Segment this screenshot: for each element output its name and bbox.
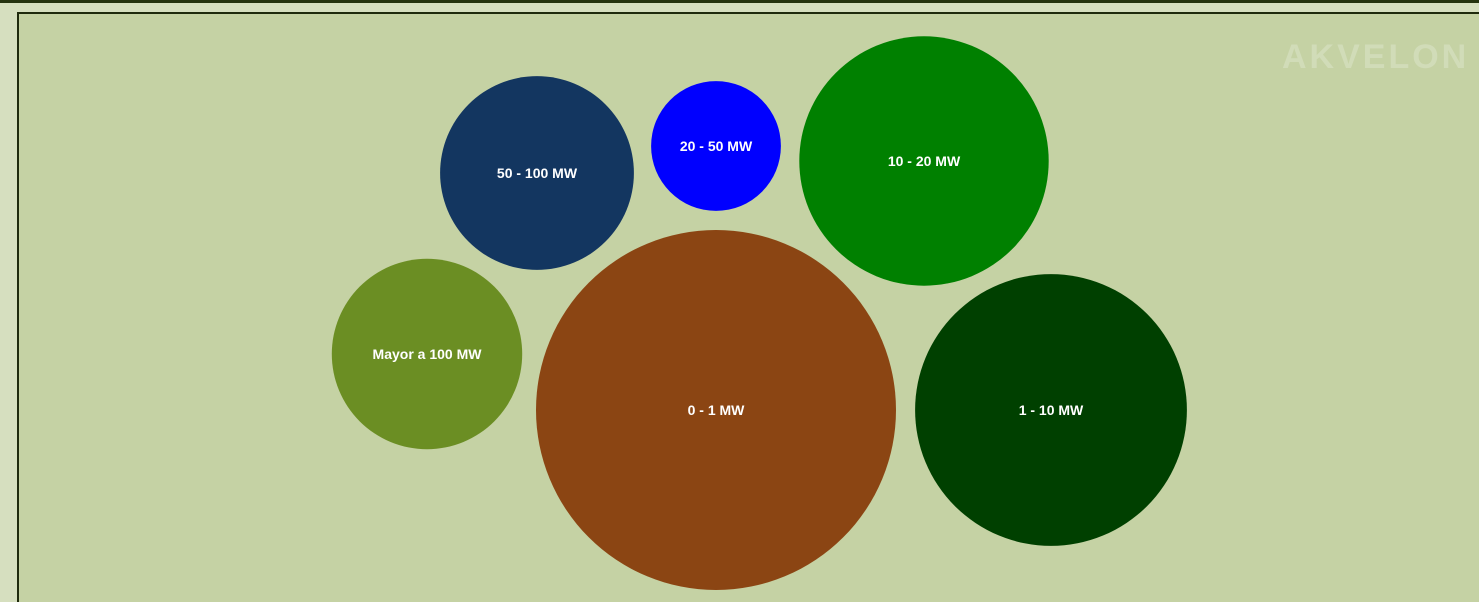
bubble-label: 1 - 10 MW: [1019, 402, 1084, 418]
bubble-circle[interactable]: [799, 36, 1049, 286]
bubble-1-10-mw[interactable]: 1 - 10 MW: [915, 274, 1187, 546]
bubble-label: 20 - 50 MW: [680, 138, 753, 154]
bubble-circle[interactable]: [331, 258, 523, 450]
watermark-logo: AKVELON: [1282, 38, 1470, 76]
top-border-bar: [0, 0, 1479, 3]
bubble-circle[interactable]: [536, 230, 896, 590]
bubble-circle[interactable]: [651, 81, 781, 211]
bubble-circle[interactable]: [915, 274, 1187, 546]
bubble-chart: 0 - 1 MW 1 - 10 MW 10 - 20 MW 50 - 100 MW Ma…: [331, 36, 1187, 590]
bubble-label: 50 - 100 MW: [497, 165, 578, 181]
bubble-10-20-mw[interactable]: 10 - 20 MW: [799, 36, 1049, 286]
bubble-mayor-a-100-mw[interactable]: Mayor a 100 MW: [331, 258, 523, 450]
bubble-20-50-mw[interactable]: 20 - 50 MW: [651, 81, 781, 211]
chart-panel: AKVELON 0 - 1 MW 1 - 10 MW 10 - 20 MW 50 - …: [17, 12, 1479, 602]
bubble-50-100-mw[interactable]: 50 - 100 MW: [440, 76, 634, 270]
bubble-0-1-mw[interactable]: 0 - 1 MW: [536, 230, 896, 590]
bubble-label: 10 - 20 MW: [888, 153, 961, 169]
bubble-label: 0 - 1 MW: [688, 402, 746, 418]
bubble-circle[interactable]: [440, 76, 634, 270]
bubble-label: Mayor a 100 MW: [373, 346, 483, 362]
